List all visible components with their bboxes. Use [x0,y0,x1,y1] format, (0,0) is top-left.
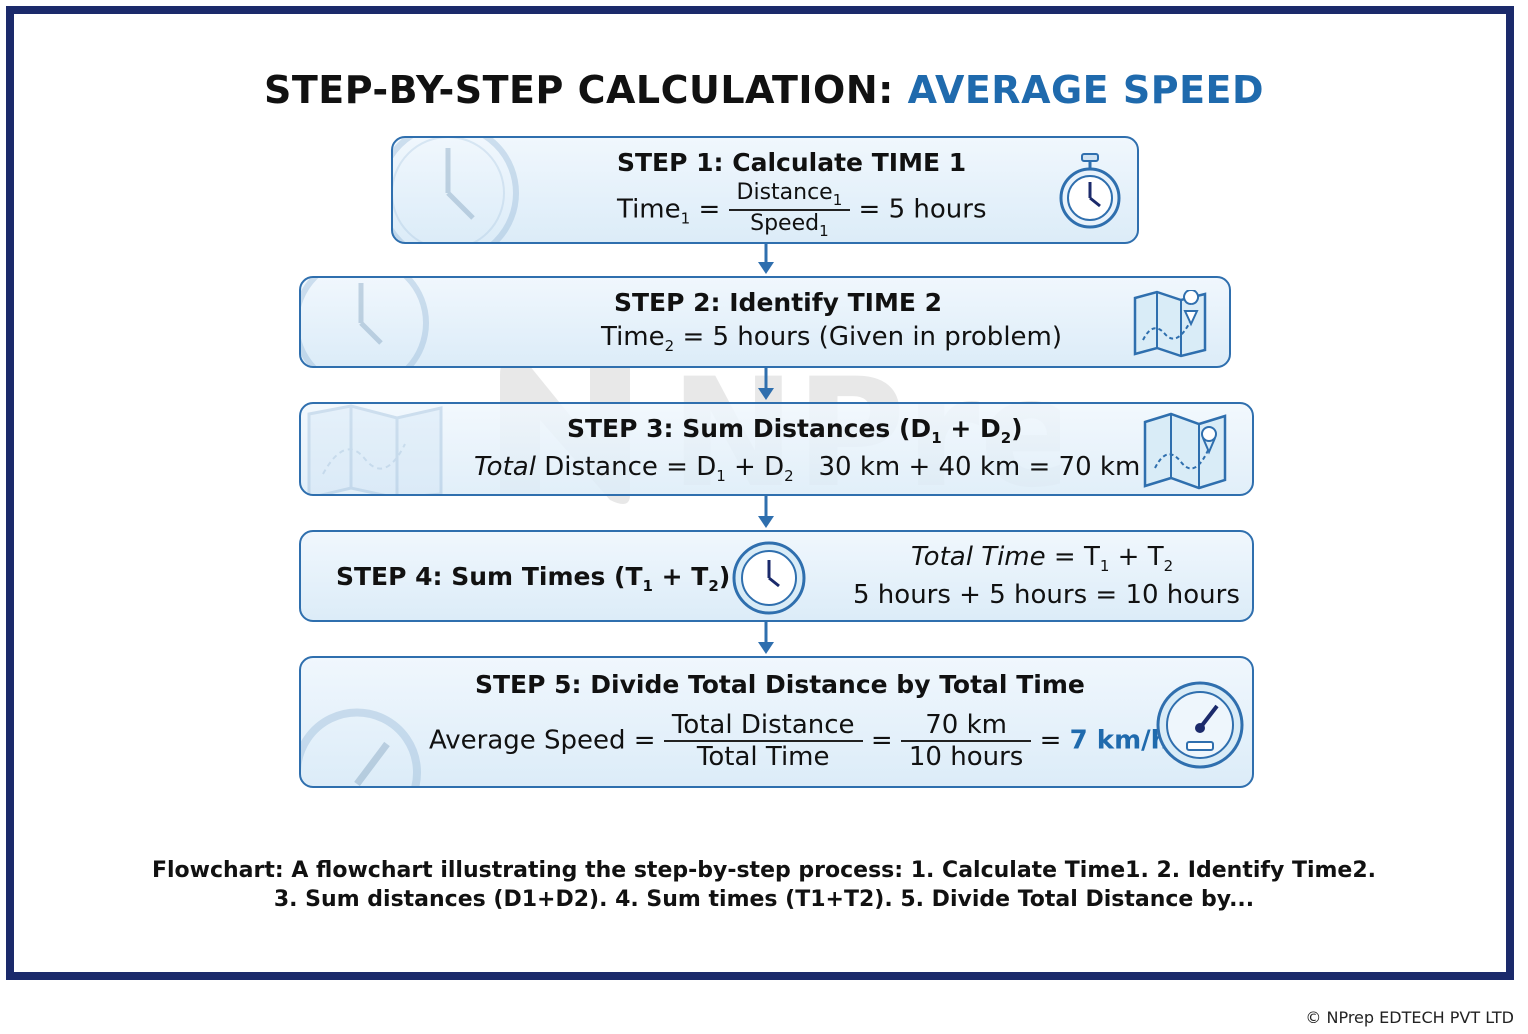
step-5-numerator-1: Total Distance [663,710,863,742]
step-4-line1-b: + T [1109,542,1164,572]
step-1-heading: STEP 1: Calculate TIME 1 [617,148,967,177]
step-3-heading-pre: STEP 3: Sum Distances (D [567,414,932,443]
map-icon [1143,412,1227,490]
clock-icon [393,138,519,242]
flow-arrow [758,368,774,400]
step-4-line-2: 5 hours + 5 hours = 10 hours [853,580,1240,610]
figure-caption: Flowchart: A flowchart illustrating the … [151,858,1377,912]
step-3-eq-b: + D [725,452,785,482]
flow-arrow [758,496,774,528]
step-3-heading-sub2: 2 [1000,429,1012,447]
step-4-line1-a: = T [1045,542,1100,572]
step-2-heading: STEP 2: Identify TIME 2 [614,288,943,317]
step-5-box: STEP 5: Divide Total Distance by Total T… [299,656,1254,788]
step-1-equation: Time1 = Distance1 Speed1 = 5 hours [617,180,987,240]
step-3-eq-italic: Total [474,452,536,482]
step-1-eq: = [698,194,721,225]
map-icon [1133,290,1207,358]
step-1-num-sub: 1 [832,191,843,209]
step-3-heading-mid: + D [941,414,1001,443]
step-2-result: = 5 hours (Given in problem) [682,322,1063,352]
step-3-equation: Total Distance = D1 + D2 30 km + 40 km =… [474,452,1140,485]
step-1-denominator: Speed [750,211,820,236]
step-4-heading-sub1: 1 [642,577,653,595]
speedometer-icon [301,708,421,786]
copyright-notice: © NPrep EDTECH PVT LTD [1305,1008,1514,1027]
step-3-eq-sub2: 2 [784,467,794,485]
step-3-box: STEP 3: Sum Distances (D1 + D2) Total Di… [299,402,1254,496]
step-5-denominator-2: 10 hours [908,742,1024,772]
step-1-lhs: Time [617,194,681,225]
step-4-line-1: Total Time = T1 + T2 [911,542,1173,575]
clock-icon [732,541,806,615]
step-1-fraction: Distance1 Speed1 [728,180,851,240]
step-4-box: STEP 4: Sum Times (T1 + T2) Total Time =… [299,530,1254,622]
title-accent: AVERAGE SPEED [907,68,1265,112]
step-1-den-sub: 1 [819,222,829,240]
step-4-heading-pre: STEP 4: Sum Times (T [336,562,643,591]
step-3-heading-sub1: 1 [931,429,942,447]
step-1-result: = 5 hours [858,194,987,225]
step-5-equation: Average Speed = Total Distance Total Tim… [429,710,1182,772]
step-4-line1-italic: Total Time [911,542,1046,572]
step-4-heading: STEP 4: Sum Times (T1 + T2) [336,562,730,595]
map-icon [307,404,443,494]
step-4-heading-post: ) [718,562,731,591]
step-3-eq-a: Distance = D [535,452,717,482]
step-3-heading-post: ) [1011,414,1023,443]
stopwatch-icon [1059,153,1121,229]
step-2-lhs-sub: 2 [664,337,675,355]
step-5-numerator-2: 70 km [900,710,1032,742]
title-main: STEP-BY-STEP CALCULATION: [263,68,894,112]
step-5-fraction-2: 70 km 10 hours [900,710,1032,772]
step-3-eq-sub1: 1 [716,467,726,485]
clock-icon [301,278,429,366]
flow-arrow [758,244,774,274]
step-5-lhs: Average Speed = [429,725,656,756]
step-2-box: STEP 2: Identify TIME 2 Time2 = 5 hours … [299,276,1231,368]
step-5-eq-2: = [870,725,893,756]
step-5-heading: STEP 5: Divide Total Distance by Total T… [475,670,1085,699]
step-5-denominator-1: Total Time [696,742,830,772]
step-5-fraction-1: Total Distance Total Time [663,710,863,772]
flow-arrow [758,622,774,654]
speedometer-icon [1156,681,1244,769]
step-1-lhs-sub: 1 [680,209,691,228]
step-2-lhs: Time [601,322,665,352]
step-4-line1-sub2: 2 [1163,557,1174,575]
step-5-eq-3: = [1039,725,1062,756]
step-1-box: STEP 1: Calculate TIME 1 Time1 = Distanc… [391,136,1139,244]
step-3-heading: STEP 3: Sum Distances (D1 + D2) [567,414,1023,447]
step-4-line1-sub1: 1 [1099,557,1110,575]
step-4-heading-sub2: 2 [708,577,719,595]
step-1-numerator: Distance [736,180,833,205]
step-4-heading-mid: + T [652,562,709,591]
step-3-result: 30 km + 40 km = 70 km [793,452,1141,482]
page-title: STEP-BY-STEP CALCULATION: AVERAGE SPEED [0,68,1528,112]
step-2-equation: Time2 = 5 hours (Given in problem) [601,322,1062,355]
